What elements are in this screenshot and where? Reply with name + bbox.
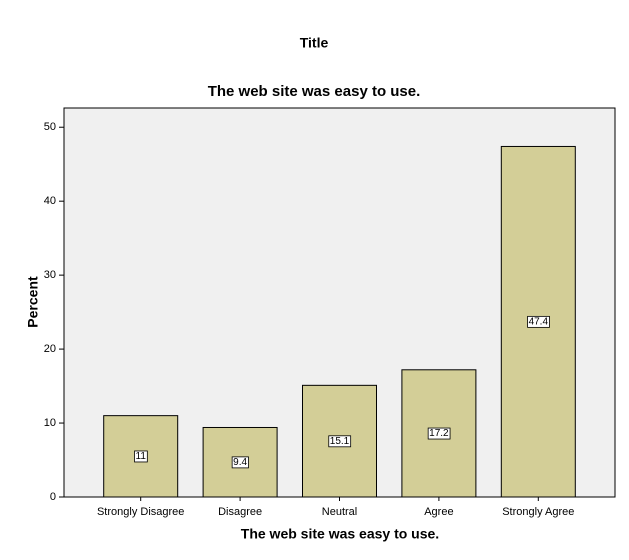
- y-tick-label: 30: [44, 269, 56, 281]
- value-label-box: [527, 315, 550, 328]
- value-label-box: [328, 435, 352, 448]
- y-tick-label: 0: [50, 491, 56, 503]
- chart-title: Title: [300, 35, 329, 51]
- x-tick-label: Disagree: [218, 506, 262, 518]
- value-label: 11: [136, 451, 147, 462]
- y-axis-label: Percent: [25, 276, 41, 328]
- y-tick-label: 10: [44, 417, 56, 429]
- y-tick-label: 40: [44, 195, 56, 207]
- value-label: 15.1: [330, 436, 350, 447]
- y-tick-label: 20: [44, 343, 56, 355]
- chart-subtitle: The web site was easy to use.: [208, 83, 421, 100]
- x-tick-label: Strongly Disagree: [97, 506, 184, 518]
- value-label-box: [134, 450, 148, 463]
- value-label-box: [427, 427, 451, 440]
- value-label: 17.2: [429, 428, 449, 439]
- value-label: 9.4: [233, 457, 247, 468]
- y-tick-label: 50: [44, 121, 56, 133]
- value-label: 47.4: [529, 316, 549, 327]
- x-axis-label: The web site was easy to use.: [241, 526, 439, 542]
- x-tick-label: Neutral: [322, 506, 357, 518]
- value-label-box: [231, 456, 249, 469]
- x-tick-label: Agree: [424, 506, 453, 518]
- x-tick-label: Strongly Agree: [502, 506, 574, 518]
